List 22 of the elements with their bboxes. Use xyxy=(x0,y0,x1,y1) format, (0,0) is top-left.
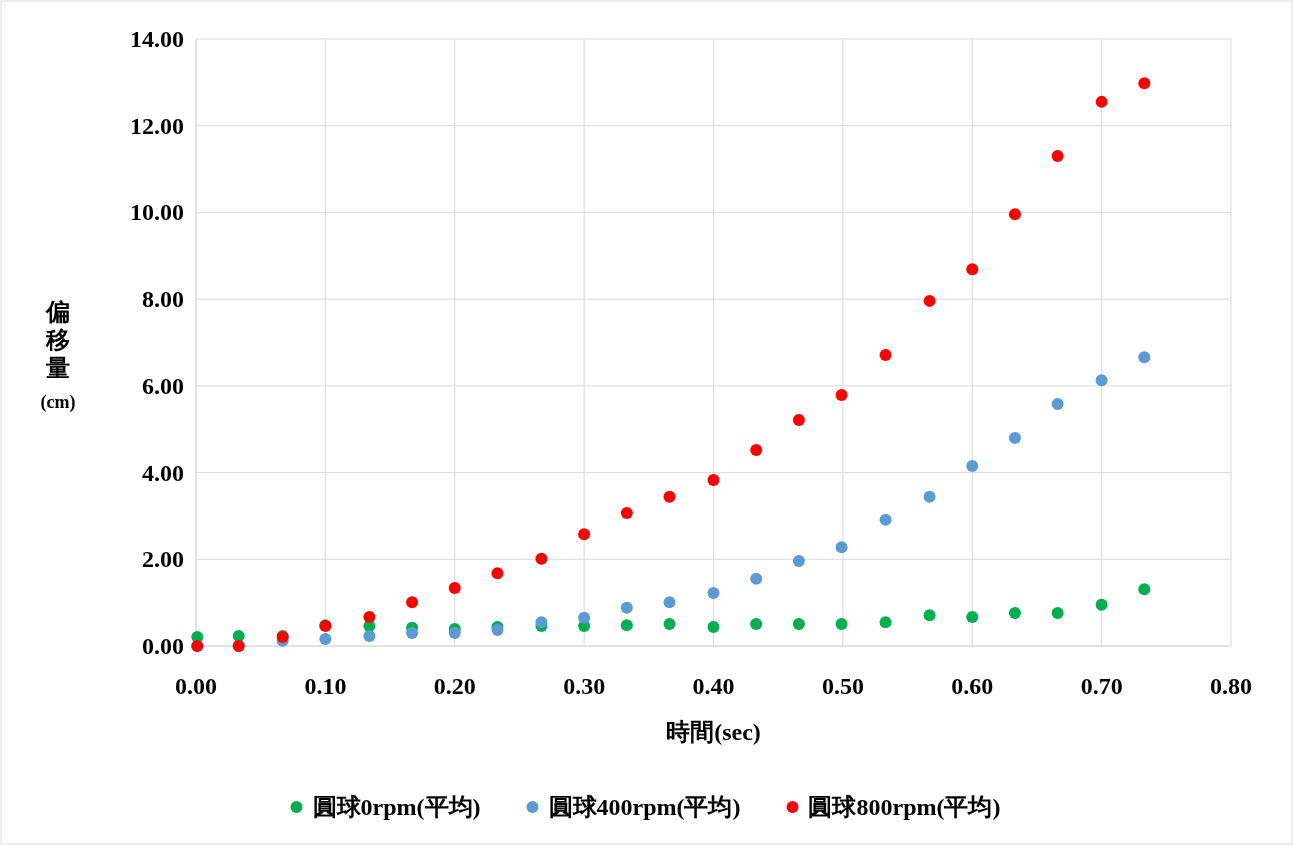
x-tick-label: 0.40 xyxy=(692,673,735,699)
y-tick-label: 6.00 xyxy=(142,372,184,399)
x-tick-label: 0.60 xyxy=(951,673,994,699)
y-tick-label: 14.00 xyxy=(130,26,184,52)
x-tick-label: 0.30 xyxy=(563,673,606,699)
legend-label: 圓球400rpm(平均) xyxy=(548,794,741,820)
x-tick-label: 0.20 xyxy=(433,673,476,699)
x-tick-label: 0.70 xyxy=(1080,673,1123,699)
y-tick-label: 10.00 xyxy=(130,199,184,226)
x-tick-label: 0.00 xyxy=(175,673,217,699)
y-tick-label: 0.00 xyxy=(142,633,184,659)
y-tick-label: 2.00 xyxy=(142,546,184,573)
y-tick-label: 8.00 xyxy=(142,286,184,313)
y-axis-title: 偏移量(cm) xyxy=(40,299,76,413)
legend-label: 圓球0rpm(平均) xyxy=(312,794,481,820)
x-tick-label: 0.10 xyxy=(304,673,347,699)
x-tick-label: 0.50 xyxy=(821,673,864,699)
y-tick-label: 4.00 xyxy=(142,459,184,486)
y-tick-label: 12.00 xyxy=(130,112,184,139)
x-axis-title: 時間(sec) xyxy=(666,719,761,745)
legend-label: 圓球800rpm(平均) xyxy=(808,794,1001,820)
x-tick-label: 0.80 xyxy=(1210,673,1252,699)
